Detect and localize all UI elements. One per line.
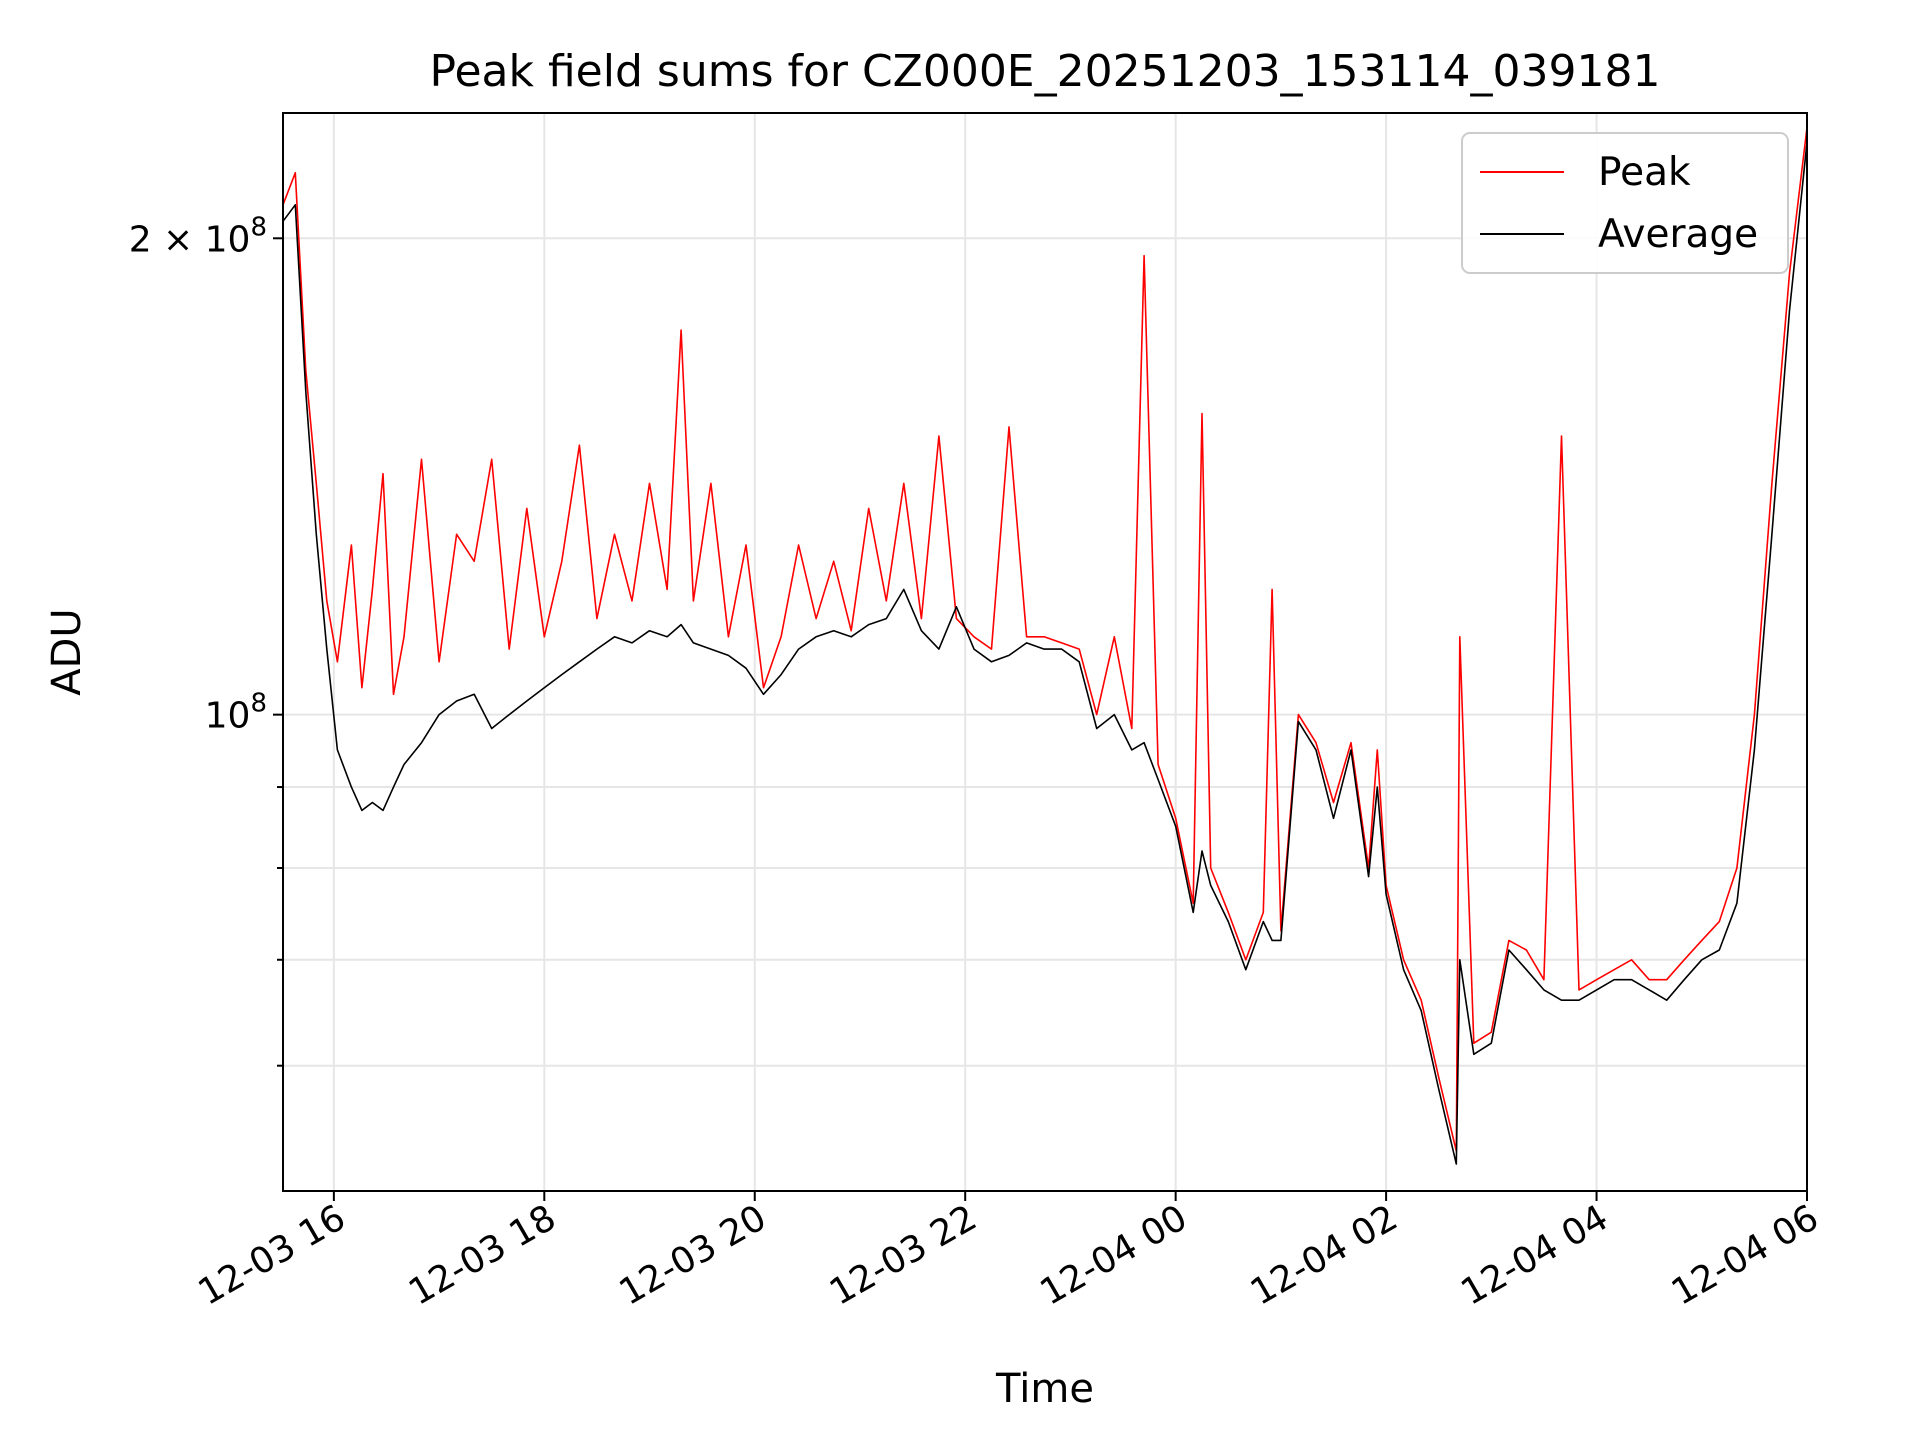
y-tick-label: 108: [205, 689, 267, 737]
x-axis-label: Time: [995, 1366, 1094, 1412]
y-tick-label: 2 × 108: [129, 212, 267, 260]
legend-label-peak: Peak: [1598, 150, 1691, 195]
series-line-average: [282, 142, 1808, 1165]
plot-lines: [282, 127, 1808, 1165]
y-axis-label: ADU: [44, 608, 90, 695]
chart-title: Peak field sums for CZ000E_20251203_1531…: [430, 46, 1661, 97]
series-line-peak: [282, 127, 1808, 1152]
plot-frame: [282, 112, 1808, 1192]
legend-box: [1461, 132, 1789, 274]
legend-label-average: Average: [1598, 212, 1758, 257]
legend: Peak Average: [1461, 132, 1789, 274]
